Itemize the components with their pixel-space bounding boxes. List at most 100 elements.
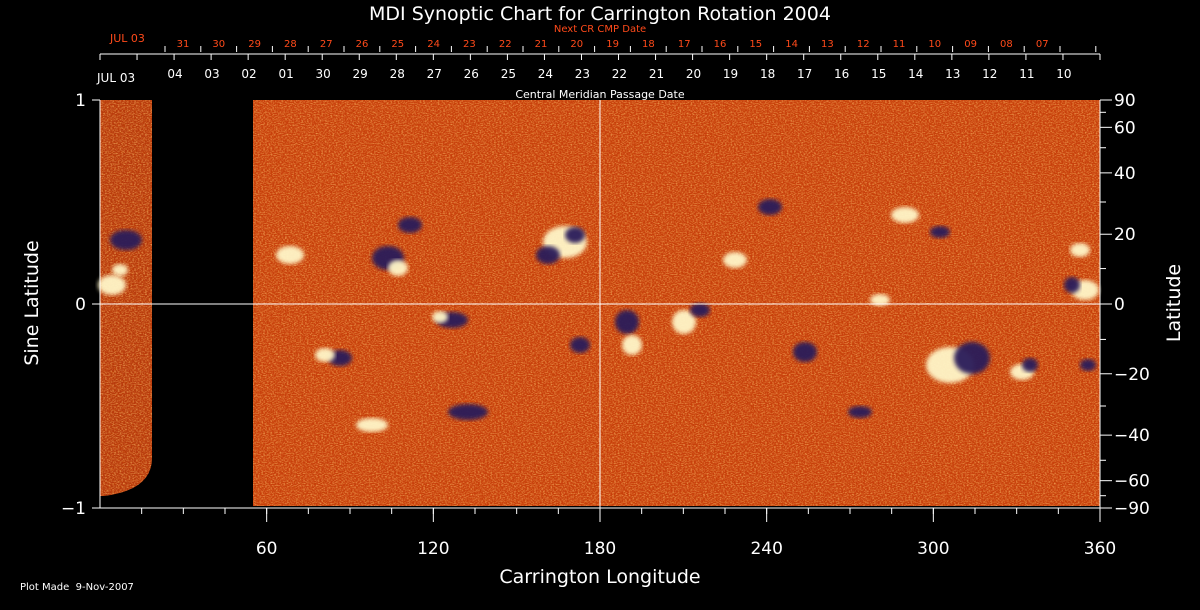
next-cr-date-label: 14 — [785, 39, 798, 50]
polarity-patch — [98, 275, 126, 295]
next-cr-date-label: 29 — [248, 39, 261, 50]
polarity-patch — [570, 337, 590, 353]
polarity-patch — [398, 217, 422, 233]
cmp-date-label: 28 — [390, 67, 405, 81]
x-tick-label: 240 — [750, 539, 782, 559]
next-cr-date-label: 19 — [606, 39, 619, 50]
polarity-patch — [891, 207, 919, 223]
polarity-patch — [954, 342, 990, 374]
next-cr-date-label: 13 — [821, 39, 834, 50]
x-tick-label: 360 — [1084, 539, 1116, 559]
next-cr-date-label: 26 — [356, 39, 369, 50]
x-tick-label: 180 — [584, 539, 616, 559]
next-cr-date-label: 11 — [893, 39, 906, 50]
next-cr-date-label: 15 — [749, 39, 762, 50]
polarity-patch — [1064, 277, 1080, 293]
cmp-date-label: 24 — [538, 67, 553, 81]
cmp-date-label: 19 — [723, 67, 738, 81]
next-cr-date-label: 30 — [212, 39, 225, 50]
next-cr-axis-label: Next CR CMP Date — [554, 24, 646, 35]
next-cr-start-label: JUL 03 — [109, 32, 145, 45]
polarity-patch — [848, 406, 872, 418]
next-cr-date-label: 24 — [427, 39, 440, 50]
cmp-date-label: 29 — [353, 67, 368, 81]
x-tick-label: 60 — [256, 539, 278, 559]
x-tick-label: 120 — [417, 539, 449, 559]
cmp-date-label: 18 — [760, 67, 775, 81]
chart-title: MDI Synoptic Chart for Carrington Rotati… — [369, 3, 831, 25]
polarity-patch — [315, 348, 335, 362]
polarity-patch — [565, 227, 585, 243]
polarity-patch — [276, 246, 304, 264]
y-axis-label-right: Latitude — [1163, 264, 1185, 342]
next-cr-date-label: 07 — [1036, 39, 1049, 50]
y-left-tick-label: 1 — [75, 91, 86, 111]
polarity-patch — [110, 230, 142, 250]
y-right-tick-label: −90 — [1114, 499, 1150, 519]
next-cr-date-label: 17 — [678, 39, 691, 50]
cmp-date-label: 21 — [649, 67, 664, 81]
y-right-tick-label: −60 — [1114, 472, 1150, 492]
polarity-patch — [1080, 359, 1096, 371]
cmp-date-label: 15 — [871, 67, 886, 81]
polarity-patch — [536, 246, 560, 264]
cmp-date-label: 13 — [945, 67, 960, 81]
next-cr-date-label: 25 — [391, 39, 404, 50]
cmp-date-label: 11 — [1019, 67, 1034, 81]
next-cr-date-label: 18 — [642, 39, 655, 50]
cmp-date-label: 01 — [278, 67, 293, 81]
y-right-tick-label: 60 — [1114, 118, 1136, 138]
cmp-start-label: JUL 03 — [96, 71, 135, 85]
polarity-patch — [723, 252, 747, 268]
cmp-date-label: 20 — [686, 67, 701, 81]
cmp-date-label: 12 — [982, 67, 997, 81]
cmp-date-label: 23 — [575, 67, 590, 81]
y-right-tick-label: −20 — [1114, 365, 1150, 385]
cmp-date-label: 26 — [464, 67, 479, 81]
cmp-date-label: 17 — [797, 67, 812, 81]
polarity-patch — [622, 335, 642, 355]
polarity-patch — [930, 226, 950, 238]
polarity-patch — [448, 404, 488, 420]
y-right-tick-label: 20 — [1114, 225, 1136, 245]
y-left-tick-label: 0 — [75, 295, 86, 315]
y-left-tick-label: −1 — [61, 499, 86, 519]
x-axis-label: Carrington Longitude — [499, 566, 700, 588]
next-cr-date-label: 16 — [714, 39, 727, 50]
y-right-tick-label: 90 — [1114, 91, 1136, 111]
cmp-axis-label: Central Meridian Passage Date — [515, 88, 684, 101]
next-cr-date-label: 20 — [570, 39, 583, 50]
y-axis-label-left: Sine Latitude — [21, 240, 43, 365]
y-right-tick-label: 40 — [1114, 164, 1136, 184]
next-cr-date-label: 31 — [177, 39, 190, 50]
polarity-patch — [758, 199, 782, 215]
y-right-tick-label: −40 — [1114, 426, 1150, 446]
cmp-date-label: 27 — [427, 67, 442, 81]
polarity-patch — [432, 311, 448, 323]
polarity-patch — [870, 294, 890, 306]
next-cr-date-label: 22 — [499, 39, 512, 50]
next-cr-date-label: 12 — [857, 39, 870, 50]
next-cr-date-label: 10 — [928, 39, 941, 50]
magnetogram-map — [98, 100, 1100, 506]
polarity-patch — [1070, 243, 1090, 257]
cmp-date-label: 03 — [204, 67, 219, 81]
polarity-patch — [672, 310, 696, 334]
polarity-patch — [1022, 358, 1038, 372]
cmp-date-axis: 04 03 02 01 30 29 28 27 26 25 24 23 22 21 20 19 18 17 16 15… — [99, 53, 1101, 81]
cmp-date-label: 30 — [316, 67, 331, 81]
next-cr-date-label: 28 — [284, 39, 297, 50]
cmp-date-label: 25 — [501, 67, 516, 81]
cmp-date-label: 10 — [1056, 67, 1071, 81]
polarity-patch — [615, 310, 639, 334]
cmp-date-label: 02 — [241, 67, 256, 81]
cmp-date-label: 22 — [612, 67, 627, 81]
active-regions — [98, 199, 1099, 432]
next-cr-date-label: 23 — [463, 39, 476, 50]
axes: 60 120 180 240 300 360 1 0 −1 90 60 40 20 0 −20 −40 −60 −… — [61, 91, 1150, 559]
polarity-patch — [793, 342, 817, 362]
next-cr-date-label: 21 — [535, 39, 548, 50]
cmp-date-label: 04 — [167, 67, 182, 81]
data-gap — [152, 100, 253, 506]
